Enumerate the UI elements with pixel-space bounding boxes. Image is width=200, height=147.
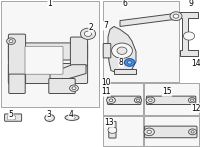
Text: 1: 1 [48, 0, 52, 8]
Circle shape [183, 32, 195, 40]
Circle shape [134, 98, 142, 103]
FancyBboxPatch shape [103, 44, 111, 58]
Text: 9: 9 [189, 0, 193, 8]
FancyBboxPatch shape [109, 121, 116, 138]
Circle shape [112, 43, 132, 58]
Circle shape [117, 47, 127, 54]
Text: 15: 15 [162, 87, 172, 96]
FancyBboxPatch shape [146, 96, 196, 105]
FancyBboxPatch shape [8, 116, 15, 120]
Bar [1, 1, 99, 107]
Circle shape [107, 97, 115, 103]
Circle shape [173, 14, 179, 18]
Circle shape [170, 12, 182, 21]
FancyBboxPatch shape [25, 46, 63, 74]
Circle shape [108, 127, 117, 133]
Circle shape [136, 99, 140, 101]
Bar [103, 83, 143, 115]
Circle shape [109, 99, 113, 102]
FancyBboxPatch shape [8, 43, 88, 60]
Text: 7: 7 [103, 21, 108, 30]
Circle shape [80, 28, 96, 39]
Text: 8: 8 [119, 58, 123, 67]
Text: 10: 10 [101, 78, 110, 87]
FancyBboxPatch shape [49, 78, 75, 93]
Text: 3: 3 [47, 110, 51, 119]
Text: 13: 13 [104, 118, 114, 127]
Text: 14: 14 [191, 59, 200, 69]
Circle shape [147, 130, 151, 133]
Ellipse shape [69, 116, 75, 119]
FancyBboxPatch shape [5, 114, 22, 121]
Circle shape [127, 61, 132, 64]
Circle shape [48, 116, 52, 119]
Bar [144, 116, 199, 146]
FancyBboxPatch shape [8, 64, 88, 83]
Polygon shape [180, 12, 198, 56]
Text: 5: 5 [9, 110, 13, 119]
FancyBboxPatch shape [8, 34, 26, 83]
Bar [144, 83, 199, 115]
Circle shape [189, 129, 197, 135]
FancyBboxPatch shape [9, 74, 25, 93]
Circle shape [70, 85, 78, 91]
Text: 2: 2 [89, 23, 93, 32]
Circle shape [45, 114, 54, 121]
Text: 6: 6 [123, 0, 127, 8]
Text: 4: 4 [69, 110, 73, 119]
Text: 11: 11 [101, 87, 110, 96]
Polygon shape [120, 13, 177, 26]
Circle shape [188, 98, 196, 103]
Circle shape [190, 99, 194, 101]
FancyBboxPatch shape [70, 37, 88, 66]
Text: 12: 12 [191, 103, 200, 113]
Circle shape [72, 87, 76, 90]
Circle shape [7, 38, 15, 44]
Circle shape [146, 97, 155, 103]
Circle shape [124, 59, 135, 66]
Bar [103, 1, 179, 82]
Circle shape [149, 99, 152, 102]
Polygon shape [108, 26, 136, 74]
Circle shape [84, 31, 92, 36]
FancyBboxPatch shape [107, 96, 141, 105]
Bar [103, 116, 143, 146]
Circle shape [9, 40, 13, 43]
FancyBboxPatch shape [145, 126, 197, 138]
Polygon shape [50, 65, 86, 82]
Ellipse shape [65, 115, 79, 120]
Circle shape [191, 131, 194, 133]
Polygon shape [114, 69, 136, 74]
Circle shape [144, 128, 154, 136]
